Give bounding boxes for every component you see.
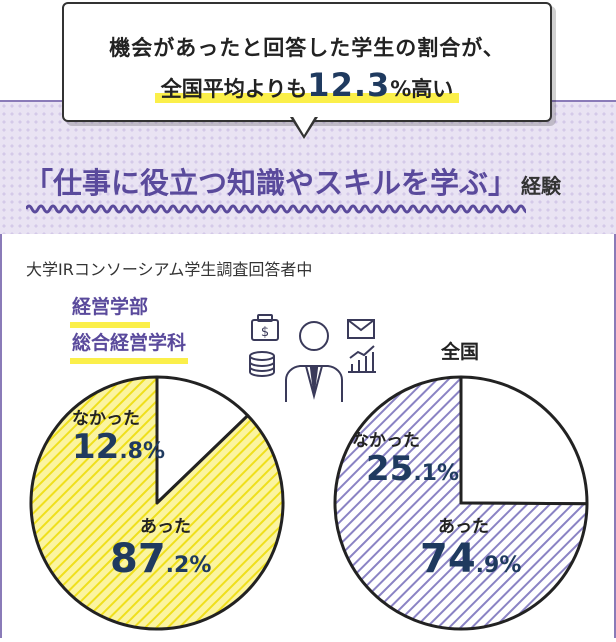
national-no-value: 25.1% (352, 449, 459, 489)
pie-chart-national (333, 375, 589, 631)
speech-bubble: 機会があったと回答した学生の割合が、 全国平均よりも12.3%高い (62, 2, 552, 122)
bubble-number: 12.3 (307, 66, 391, 104)
svg-text:$: $ (261, 325, 269, 340)
national-no-unit: % (437, 461, 460, 486)
faculty-no-label: なかった 12.8% (72, 404, 165, 470)
bubble-line-2: 全国平均よりも12.3%高い (64, 66, 550, 104)
coins-icon (249, 351, 275, 377)
national-yes-dec: .9 (475, 553, 500, 578)
headline: 「仕事に役立つ知識やスキルを学ぶ」 経験 (24, 160, 604, 202)
businessperson-icon (284, 321, 344, 402)
faculty-yes-label: あった 87.2% (110, 512, 211, 588)
national-yes-unit: % (499, 553, 522, 578)
national-slice-yes (333, 375, 589, 631)
national-no-int: 25 (366, 449, 414, 489)
faculty-yes-value: 87.2% (110, 536, 211, 582)
faculty-no-value: 12.8% (72, 427, 165, 467)
headline-main: 「仕事に役立つ知識やスキルを学ぶ」 (24, 166, 518, 200)
national-yes-text: あった (438, 517, 489, 537)
pie-chart-faculty (29, 375, 285, 631)
wallet-icon: $ (251, 314, 279, 341)
faculty-no-text: なかった (72, 409, 140, 429)
wavy-underline (26, 204, 526, 214)
faculty-no-dec: .8 (119, 439, 143, 464)
faculty-yes-dec: .2 (165, 553, 190, 578)
faculty-slice-no (155, 375, 250, 505)
national-no-dec: .1 (413, 461, 437, 486)
national-no-text: なかった (352, 431, 420, 451)
dept-label-faculty: 経営学部 (70, 294, 151, 328)
headline-suffix: 経験 (521, 174, 562, 198)
national-slice-no (459, 375, 589, 506)
mail-icon (347, 319, 375, 339)
bubble-unit: % (390, 77, 412, 101)
national-yes-int: 74 (420, 536, 476, 582)
growth-chart-icon (348, 345, 376, 373)
faculty-yes-text: あった (140, 517, 191, 537)
bubble-post: 高い (411, 77, 454, 101)
bubble-line-1: 機会があったと回答した学生の割合が、 (109, 36, 505, 60)
dept-label-department: 総合経営学科 (70, 330, 189, 364)
bubble-highlight: 全国平均よりも12.3%高い (154, 66, 460, 104)
faculty-no-int: 12 (72, 427, 120, 467)
faculty-no-unit: % (143, 439, 166, 464)
survey-subtitle: 大学IRコンソーシアム学生調査回答者中 (26, 260, 313, 279)
bubble-pre: 全国平均よりも (160, 77, 308, 101)
national-yes-label: あった 74.9% (420, 512, 521, 588)
business-illustration: $ (249, 314, 376, 402)
faculty-slice-yes (29, 375, 285, 631)
faculty-yes-unit: % (189, 553, 212, 578)
national-no-label: なかった 25.1% (352, 426, 459, 492)
bubble-tail-inner (292, 115, 316, 135)
national-label: 全国 (441, 341, 480, 363)
faculty-yes-int: 87 (110, 536, 166, 582)
national-yes-value: 74.9% (420, 536, 521, 582)
